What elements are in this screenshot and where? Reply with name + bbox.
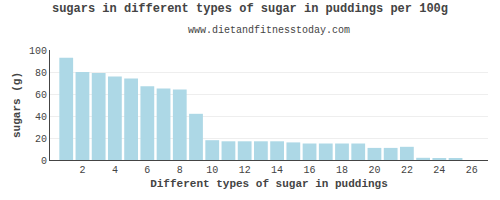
svg-text:20: 20 — [368, 165, 380, 176]
svg-text:14: 14 — [271, 165, 283, 176]
svg-text:0: 0 — [41, 156, 47, 167]
svg-text:2: 2 — [79, 165, 85, 176]
svg-text:16: 16 — [304, 165, 316, 176]
svg-text:10: 10 — [206, 165, 218, 176]
svg-text:8: 8 — [177, 165, 183, 176]
svg-text:18: 18 — [336, 165, 348, 176]
svg-text:60: 60 — [35, 90, 47, 101]
svg-text:sugars in different types of s: sugars in different types of sugar in pu… — [52, 2, 448, 16]
svg-text:100: 100 — [29, 46, 47, 57]
svg-text:26: 26 — [466, 165, 478, 176]
svg-text:20: 20 — [35, 134, 47, 145]
svg-text:sugars (g): sugars (g) — [11, 72, 23, 138]
svg-text:24: 24 — [433, 165, 445, 176]
svg-text:www.dietandfitnesstoday.com: www.dietandfitnesstoday.com — [188, 25, 350, 36]
svg-text:22: 22 — [401, 165, 413, 176]
svg-text:4: 4 — [112, 165, 118, 176]
svg-text:12: 12 — [239, 165, 251, 176]
svg-text:Different types of sugar in pu: Different types of sugar in puddings — [150, 178, 388, 190]
svg-text:40: 40 — [35, 112, 47, 123]
svg-text:6: 6 — [144, 165, 150, 176]
svg-text:80: 80 — [35, 68, 47, 79]
